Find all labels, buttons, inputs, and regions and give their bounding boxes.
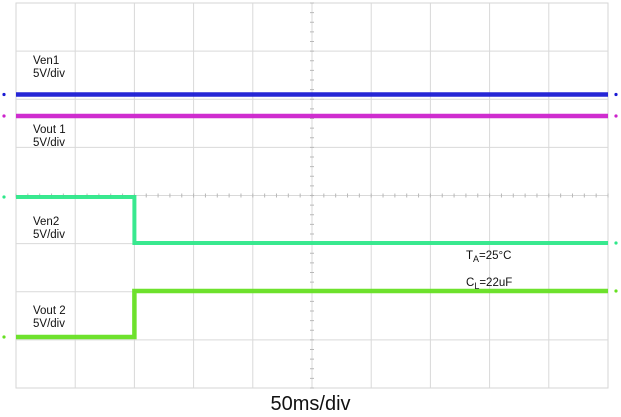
ven2-label: Ven2 5V/div — [33, 216, 65, 242]
trace-group — [16, 92, 608, 340]
vout2-label: Vout 2 5V/div — [33, 305, 66, 331]
ven2-right-marker — [614, 241, 618, 245]
temperature-annotation: TA=25°C — [466, 250, 512, 264]
ven1-scale: 5V/div — [33, 68, 65, 80]
ven1-label: Ven1 5V/div — [33, 55, 65, 81]
ven2-left-marker — [2, 195, 6, 199]
ven1-name: Ven1 — [33, 55, 60, 67]
time-scale-label: 50ms/div — [270, 393, 351, 415]
ven2-trace — [16, 195, 608, 245]
vout2-scale: 5V/div — [33, 318, 65, 330]
vout2-left-marker — [2, 335, 6, 339]
ven1-left-marker — [2, 92, 6, 97]
vout2-right-marker — [614, 289, 618, 293]
vout1-name: Vout 1 — [33, 124, 66, 136]
ven1-right-marker — [614, 92, 618, 97]
vout2-name: Vout 2 — [33, 305, 66, 317]
vout1-scale: 5V/div — [33, 137, 65, 149]
channel-markers — [2, 92, 618, 339]
vout1-right-marker — [614, 114, 618, 118]
capacitance-annotation: CL=22uF — [466, 277, 513, 291]
vout1-label: Vout 1 5V/div — [33, 124, 66, 150]
vout2-trace — [16, 288, 608, 340]
ven2-scale: 5V/div — [33, 229, 65, 241]
vout1-left-marker — [2, 114, 6, 118]
ven2-name: Ven2 — [33, 216, 60, 228]
